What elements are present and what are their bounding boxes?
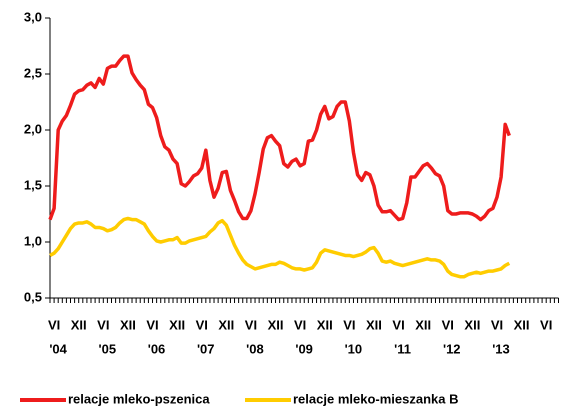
x-tick-label: VI bbox=[196, 317, 208, 332]
x-tick-label: XII bbox=[464, 317, 480, 332]
x-tick-label: VI bbox=[97, 317, 109, 332]
legend-label: relacje mleko-pszenica bbox=[68, 391, 210, 406]
x-year-label: '12 bbox=[443, 341, 461, 356]
legend-label: relacje mleko-mieszanka B bbox=[293, 391, 458, 406]
x-year-label: '06 bbox=[148, 341, 166, 356]
x-tick-label: XII bbox=[218, 317, 234, 332]
x-year-label: '09 bbox=[295, 341, 313, 356]
x-year-label: '08 bbox=[246, 341, 264, 356]
x-tick-label: XII bbox=[317, 317, 333, 332]
y-tick-label: 2,5 bbox=[24, 65, 42, 80]
x-year-label: '10 bbox=[345, 341, 363, 356]
x-year-label: '11 bbox=[394, 341, 411, 356]
series-line bbox=[49, 216, 511, 279]
x-year-label: '05 bbox=[99, 341, 117, 356]
x-tick-label: XII bbox=[120, 317, 136, 332]
x-tick-label: VI bbox=[294, 317, 306, 332]
x-tick-label: VI bbox=[491, 317, 503, 332]
x-year-label: '04 bbox=[49, 341, 67, 356]
x-tick-label: XII bbox=[514, 317, 530, 332]
x-year-label: '13 bbox=[492, 341, 510, 356]
x-tick-label: VI bbox=[48, 317, 60, 332]
y-tick-label: 0,5 bbox=[24, 289, 42, 304]
x-tick-label: VI bbox=[442, 317, 454, 332]
x-tick-label: XII bbox=[268, 317, 284, 332]
x-tick-label: XII bbox=[415, 317, 431, 332]
x-year-label: '07 bbox=[197, 341, 215, 356]
x-tick-label: VI bbox=[146, 317, 158, 332]
x-tick-label: VI bbox=[245, 317, 257, 332]
y-tick-label: 2,0 bbox=[24, 121, 42, 136]
x-tick-label: VI bbox=[343, 317, 355, 332]
series-line bbox=[48, 54, 511, 222]
x-tick-label: XII bbox=[71, 317, 87, 332]
y-tick-label: 3,0 bbox=[24, 9, 42, 24]
x-tick-label: VI bbox=[392, 317, 404, 332]
x-tick-label: XII bbox=[169, 317, 185, 332]
x-tick-label: VI bbox=[540, 317, 552, 332]
x-tick-label: XII bbox=[366, 317, 382, 332]
y-tick-label: 1,0 bbox=[24, 233, 42, 248]
y-tick-label: 1,5 bbox=[24, 177, 42, 192]
